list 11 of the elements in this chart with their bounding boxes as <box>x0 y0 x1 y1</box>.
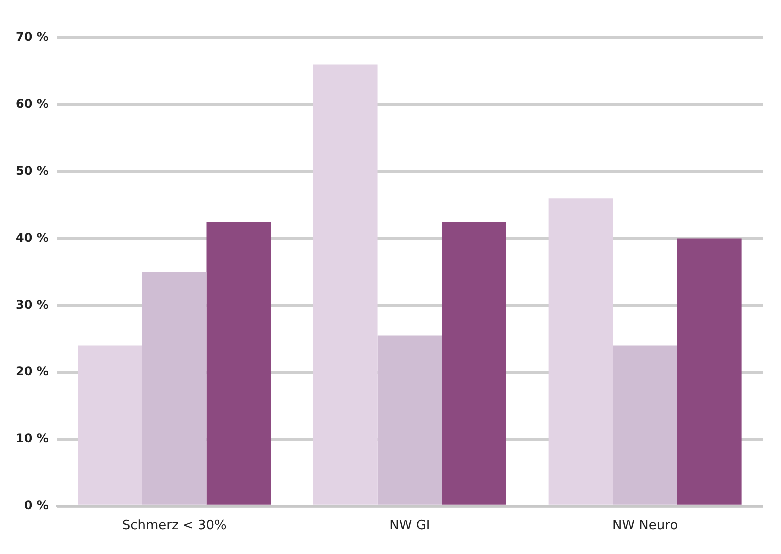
y-tick-label: 20 % <box>16 364 49 379</box>
y-tick-label: 40 % <box>16 230 49 245</box>
x-tick-label: NW GI <box>390 518 430 534</box>
y-tick-label: 50 % <box>16 164 49 178</box>
x-tick-label: Schmerz < 30% <box>122 518 227 534</box>
y-tick-label: 30 % <box>16 298 49 312</box>
x-tick-label: NW Neuro <box>612 518 678 534</box>
y-tick-label: 0 % <box>24 498 49 513</box>
y-tick-label: 70 % <box>16 30 49 44</box>
y-tick-label: 60 % <box>16 97 49 112</box>
y-tick-label: 10 % <box>16 432 49 446</box>
